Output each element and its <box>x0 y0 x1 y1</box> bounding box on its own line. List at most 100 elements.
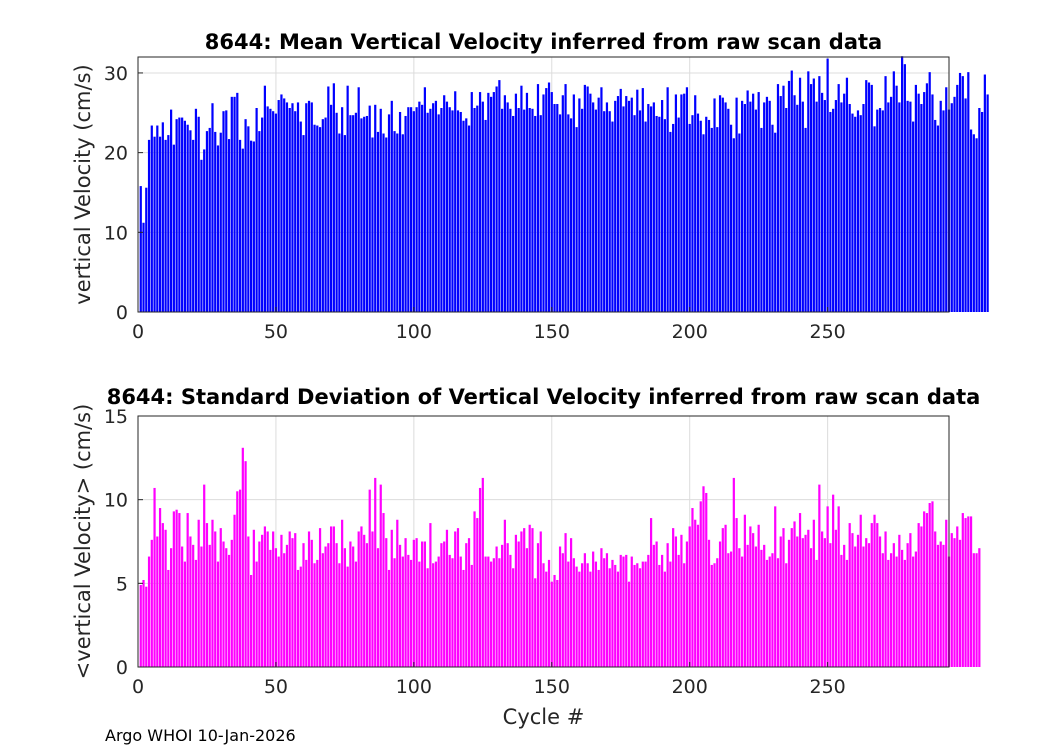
bar <box>285 544 289 667</box>
bar <box>931 94 934 312</box>
bar <box>423 541 426 667</box>
bar <box>614 564 617 667</box>
bar <box>768 556 771 667</box>
bar <box>658 116 661 313</box>
bar <box>856 534 860 667</box>
bar <box>236 92 239 312</box>
bar <box>341 519 344 667</box>
bar <box>352 115 355 312</box>
bar <box>178 117 181 312</box>
bar <box>445 101 449 313</box>
bar <box>277 100 280 312</box>
bar <box>346 85 349 312</box>
bar <box>170 548 173 667</box>
bar <box>801 538 804 667</box>
bar <box>821 531 824 667</box>
bar <box>285 102 289 312</box>
bar <box>691 115 694 312</box>
bar <box>147 556 151 667</box>
bar <box>283 98 286 312</box>
bar <box>840 554 843 667</box>
bar <box>644 561 647 667</box>
bar <box>250 574 253 667</box>
bar <box>895 556 898 667</box>
bar <box>263 85 266 312</box>
bar <box>600 87 603 312</box>
bar <box>418 561 421 667</box>
bar <box>390 529 393 667</box>
bar <box>545 88 548 312</box>
bar <box>418 101 421 313</box>
bar <box>934 531 937 667</box>
bar <box>258 541 261 667</box>
bar <box>252 529 255 667</box>
bar <box>865 538 868 667</box>
bar <box>481 477 484 667</box>
bar <box>523 109 526 312</box>
bar <box>332 526 335 667</box>
bar <box>387 569 391 667</box>
bar <box>699 501 702 667</box>
bar <box>158 136 162 312</box>
bar <box>804 534 807 667</box>
bar <box>666 87 669 312</box>
bar <box>851 113 854 312</box>
bar <box>917 523 920 667</box>
bar <box>972 134 975 312</box>
bar <box>630 97 633 312</box>
bar <box>909 101 912 313</box>
bar <box>465 543 468 667</box>
bar <box>572 558 575 667</box>
bar <box>752 93 755 312</box>
bar <box>432 563 435 667</box>
bar <box>975 138 978 312</box>
bar <box>241 148 244 312</box>
y-tick-label: 10 <box>104 490 128 512</box>
bar <box>261 534 264 667</box>
bar <box>903 64 906 312</box>
bar <box>396 519 399 667</box>
chart-title: 8644: Mean Vertical Velocity inferred fr… <box>205 30 882 54</box>
bar <box>622 106 625 312</box>
bar <box>200 159 203 312</box>
bar <box>250 140 253 312</box>
bar <box>189 536 192 667</box>
bar <box>329 526 333 667</box>
bar <box>448 554 451 667</box>
bar <box>732 138 735 312</box>
bar <box>164 529 167 667</box>
bar <box>445 529 449 667</box>
bar <box>492 558 495 667</box>
bar <box>238 489 242 667</box>
bar <box>139 585 142 667</box>
bar <box>476 518 479 667</box>
bar <box>332 83 335 312</box>
x-tick-label: 150 <box>534 676 570 698</box>
bar <box>870 84 873 312</box>
bar <box>343 135 346 312</box>
bar <box>923 511 926 667</box>
bar <box>616 571 620 667</box>
bar <box>203 484 206 667</box>
bar <box>721 97 724 312</box>
bar <box>724 524 727 667</box>
bar <box>752 533 755 667</box>
bar <box>506 102 509 312</box>
bar <box>567 114 570 313</box>
bar <box>426 112 429 312</box>
bar <box>912 121 915 312</box>
bar <box>398 544 402 667</box>
bar <box>429 523 432 667</box>
x-tick-label: 100 <box>396 321 432 343</box>
bar <box>484 119 487 312</box>
bar <box>233 514 236 667</box>
bar <box>512 115 515 312</box>
mean-velocity-panel: 0 50 100 150 200 250 0 10 20 30 8644: Mean Vertic… <box>71 30 989 343</box>
bar <box>172 511 175 667</box>
bar <box>928 72 931 312</box>
bar <box>798 77 802 312</box>
bar <box>854 546 857 667</box>
bar <box>374 477 377 667</box>
bar <box>365 543 369 667</box>
x-tick-label: 250 <box>809 321 845 343</box>
